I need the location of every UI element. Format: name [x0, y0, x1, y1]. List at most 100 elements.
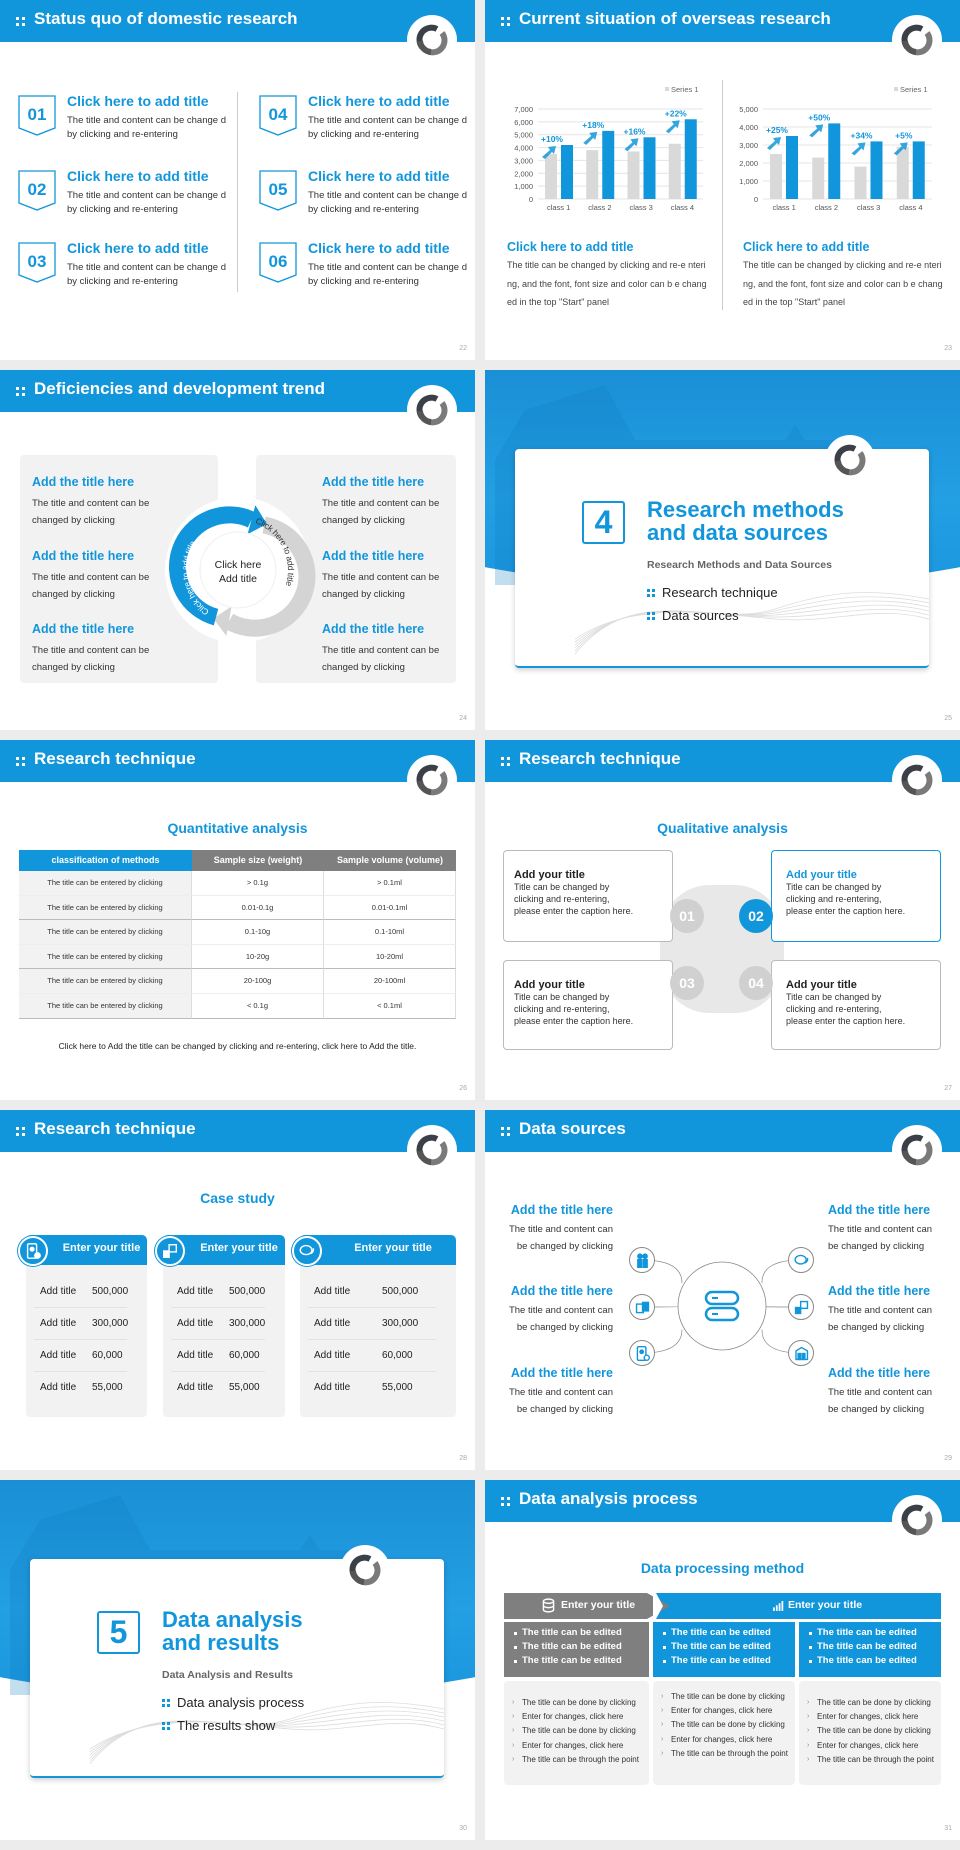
chat-icon — [794, 1254, 809, 1265]
item-desc: The title and content can be change d by… — [308, 190, 467, 215]
y-tick-label: 0 — [754, 195, 758, 204]
header-title: Enter your title — [788, 1599, 863, 1611]
caption-box[interactable]: Add your title Title can be changed by cl… — [771, 960, 941, 1050]
icon-part — [804, 1257, 809, 1264]
dot — [507, 757, 510, 760]
icon-part — [642, 1253, 648, 1260]
item-desc: be changed by clicking — [516, 1404, 613, 1415]
x-tick-label: class 2 — [588, 203, 611, 212]
table-cell: The title can be entered by clicking — [19, 895, 192, 921]
icon-part — [34, 1252, 41, 1259]
bullet-text: The title can be edited — [817, 1627, 917, 1638]
bullet-text: The title can be edited — [522, 1627, 622, 1638]
note-marker: › — [512, 1713, 515, 1721]
page-number: 22 — [459, 345, 467, 352]
note-marker: › — [661, 1707, 664, 1715]
note-text: Enter for changes, click here — [671, 1734, 773, 1744]
title-card: 4 Research methods and data sources Researc… — [515, 449, 930, 668]
header-bar — [0, 0, 475, 42]
notes-box — [653, 1681, 795, 1785]
legend-swatch — [894, 87, 898, 91]
dot — [501, 1133, 504, 1136]
notes-box — [799, 1681, 941, 1785]
note-marker: › — [661, 1721, 664, 1729]
building-icon — [795, 1346, 809, 1361]
icon-circle — [788, 1340, 814, 1366]
note-marker: › — [807, 1713, 810, 1721]
wave-decoration — [574, 592, 930, 655]
x-tick-label: class 1 — [772, 203, 795, 212]
bullet-text: The title can be edited — [522, 1655, 622, 1666]
growth-label: +22% — [665, 108, 687, 118]
dot — [647, 612, 650, 615]
y-tick-label: 2,000 — [739, 159, 758, 168]
bar-series-1 — [770, 154, 782, 199]
bar-series-1 — [627, 151, 640, 199]
row-divider — [34, 1307, 127, 1308]
table-cell: The title can be entered by clicking — [19, 994, 192, 1019]
table-cell: The title can be entered by clicking — [19, 944, 192, 970]
bullet-marker — [663, 1632, 666, 1635]
wave-decoration — [89, 1702, 445, 1765]
row-divider — [171, 1307, 265, 1308]
caption-desc: Title can be changed by clicking and re-… — [514, 992, 634, 1026]
note-text: Enter for changes, click here — [817, 1712, 919, 1722]
badge-shape — [18, 95, 56, 136]
y-tick-label: 4,000 — [514, 144, 533, 153]
page-number: 31 — [944, 1825, 952, 1832]
note-text: The title can be done by clicking — [817, 1698, 931, 1707]
dot — [16, 23, 19, 26]
page-number: 27 — [944, 1085, 952, 1092]
bullet-box — [504, 1622, 649, 1677]
row-label: Add title — [314, 1286, 351, 1297]
step-number: 02 — [739, 899, 773, 933]
bullet-marker — [514, 1632, 517, 1635]
logo-icon — [901, 1134, 933, 1166]
page-number: 25 — [944, 715, 952, 722]
caption-box[interactable]: Add your title Title can be changed by cl… — [503, 960, 673, 1050]
caption-box[interactable]: Add your title Title can be changed by cl… — [503, 850, 673, 942]
caption-box[interactable]: Add your title Title can be changed by cl… — [771, 850, 941, 942]
row-label: Add title — [314, 1382, 351, 1393]
page-number: 24 — [459, 715, 467, 722]
bullet-marker — [514, 1646, 517, 1649]
note-marker: › — [807, 1741, 810, 1749]
badge-number: 01 — [28, 105, 47, 124]
dot — [507, 763, 510, 766]
dot — [652, 589, 655, 592]
dot — [507, 1497, 510, 1500]
notes-list: › The title can be done by clicking › Enter… — [807, 1698, 937, 1769]
badge-shape — [259, 170, 297, 211]
phone-user-icon — [636, 1346, 650, 1362]
table-cell: < 0.1g — [192, 994, 324, 1019]
badge-shape — [259, 242, 297, 283]
note-marker: › — [807, 1727, 810, 1735]
table-cell: 0.01-0.1ml — [324, 895, 456, 921]
row-value: 300,000 — [229, 1318, 266, 1329]
row-value: 55,000 — [92, 1382, 123, 1393]
icon-part — [163, 1250, 170, 1259]
item-title: Add the title here — [322, 549, 425, 563]
logo-icon — [901, 764, 933, 796]
icon-part — [797, 1352, 802, 1361]
icon-part — [636, 1346, 647, 1362]
caption-desc: Title can be changed by clicking and re-… — [786, 882, 906, 916]
logo-icon — [416, 24, 448, 56]
row-value: 60,000 — [92, 1350, 123, 1361]
item-title: Add the title here — [322, 475, 425, 489]
row-divider — [34, 1371, 127, 1372]
dot — [162, 1699, 165, 1702]
growth-label: +16% — [624, 126, 646, 136]
table-cell: < 0.1ml — [324, 994, 456, 1019]
y-tick-label: 1,000 — [514, 182, 533, 191]
dot — [22, 17, 25, 20]
block-desc: The title can be changed by clicking and… — [507, 260, 707, 307]
dot — [652, 612, 655, 615]
item-title: Click here to add title — [308, 168, 450, 184]
slide-25: 25 4 Research methods and data sources Resea… — [485, 370, 960, 730]
logo-arc-dark2 — [417, 410, 432, 425]
wave-line — [89, 1702, 445, 1765]
growth-arrow-icon — [583, 131, 598, 145]
bullet-text: The title can be edited — [671, 1641, 771, 1652]
item-desc: The title and content can — [828, 1387, 933, 1398]
